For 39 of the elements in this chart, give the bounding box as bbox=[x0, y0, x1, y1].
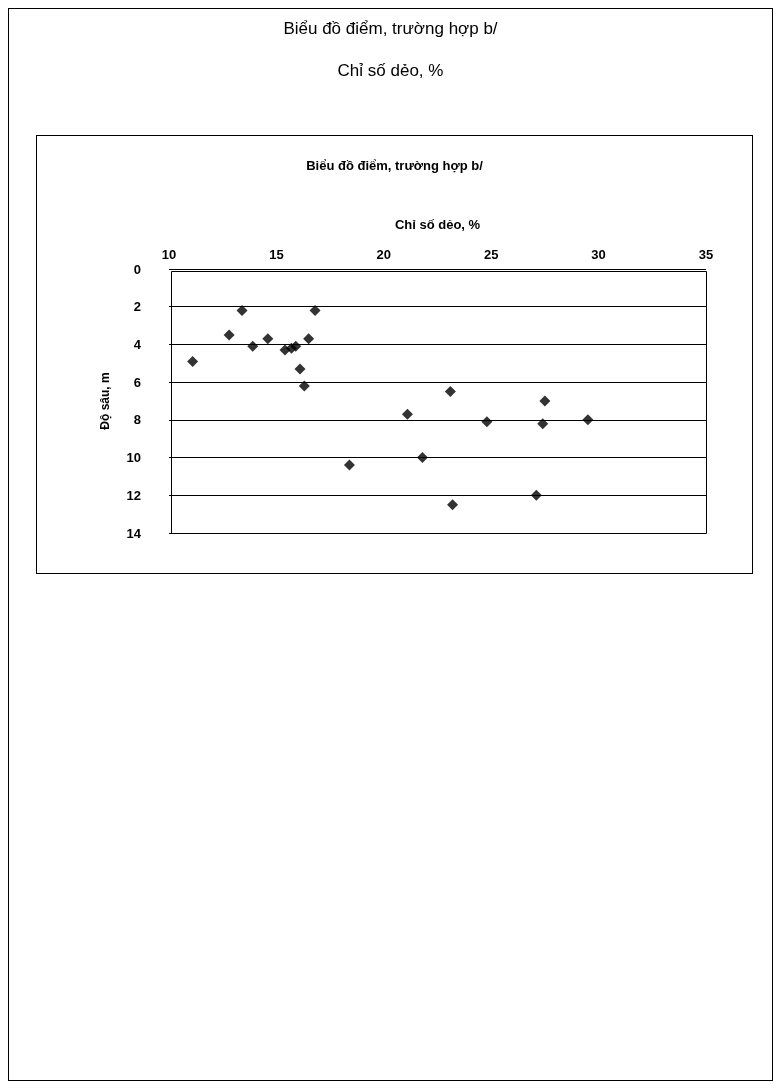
x-tick-label: 35 bbox=[698, 247, 714, 262]
x-axis-title: Chỉ số dẻo, % bbox=[394, 217, 481, 232]
point bbox=[530, 489, 542, 501]
point bbox=[444, 386, 456, 398]
y-tick-label: 6 bbox=[133, 374, 141, 390]
y-tick-label: 14 bbox=[126, 525, 142, 541]
point bbox=[537, 418, 549, 430]
y-tick-label: 0 bbox=[133, 261, 141, 277]
point bbox=[582, 414, 594, 426]
chart-title: Biểu đồ điểm, trường hợp b/ bbox=[282, 19, 499, 39]
y-tick-label: 4 bbox=[133, 336, 142, 352]
chart-subtitle: Chỉ số dẻo, % bbox=[336, 61, 445, 81]
text: Biểu đồ điểm, trường hợp b/ bbox=[306, 158, 484, 173]
point bbox=[447, 499, 459, 511]
point bbox=[236, 304, 248, 316]
point bbox=[290, 340, 302, 352]
x-tick-label: 10 bbox=[161, 247, 177, 262]
y-tick-label: 8 bbox=[133, 412, 141, 428]
point bbox=[481, 416, 493, 428]
point bbox=[298, 380, 310, 392]
y-tick-label: 2 bbox=[133, 299, 141, 315]
y-tick-label: 12 bbox=[126, 487, 141, 503]
point bbox=[416, 452, 428, 464]
y-axis-title: Độ sâu, m bbox=[98, 372, 112, 430]
x-tick-label: 25 bbox=[483, 247, 499, 262]
point bbox=[343, 459, 355, 471]
point bbox=[309, 304, 321, 316]
point bbox=[303, 333, 315, 345]
point bbox=[223, 329, 235, 341]
y-tick-label: 10 bbox=[126, 450, 141, 466]
x-tick-label: 15 bbox=[269, 247, 284, 262]
point bbox=[539, 395, 551, 407]
x-tick-label: 20 bbox=[376, 247, 392, 262]
point bbox=[247, 340, 259, 352]
point bbox=[262, 333, 274, 345]
point bbox=[294, 363, 306, 375]
point bbox=[401, 408, 413, 420]
point bbox=[187, 355, 199, 367]
x-tick-label: 30 bbox=[591, 247, 606, 262]
